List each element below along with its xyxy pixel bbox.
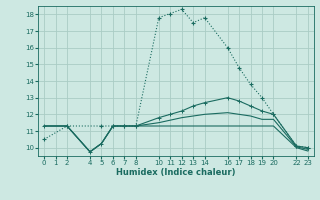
X-axis label: Humidex (Indice chaleur): Humidex (Indice chaleur) (116, 168, 236, 177)
